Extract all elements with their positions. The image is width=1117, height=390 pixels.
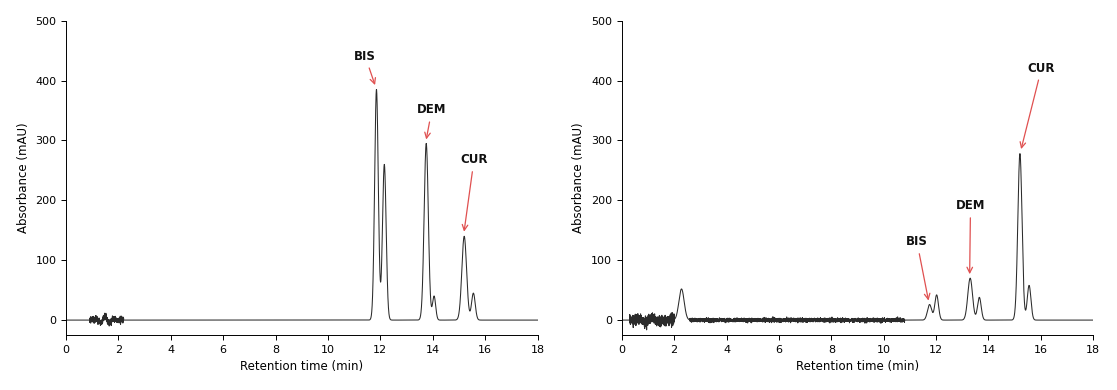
X-axis label: Retention time (min): Retention time (min) <box>240 360 363 373</box>
Text: CUR: CUR <box>1020 62 1056 148</box>
Text: BIS: BIS <box>906 235 929 299</box>
Text: DEM: DEM <box>417 103 447 138</box>
X-axis label: Retention time (min): Retention time (min) <box>796 360 919 373</box>
Text: CUR: CUR <box>460 153 488 230</box>
Y-axis label: Absorbance (mAU): Absorbance (mAU) <box>572 122 585 233</box>
Text: DEM: DEM <box>956 199 985 273</box>
Y-axis label: Absorbance (mAU): Absorbance (mAU) <box>17 122 30 233</box>
Text: BIS: BIS <box>354 50 376 84</box>
